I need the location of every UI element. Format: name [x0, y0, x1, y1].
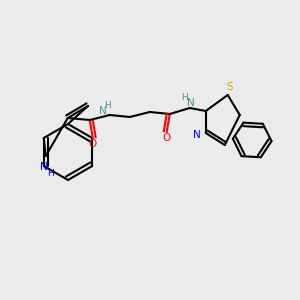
Text: S: S: [226, 82, 233, 92]
Text: O: O: [88, 139, 97, 149]
Text: H: H: [104, 100, 111, 109]
Text: N: N: [40, 162, 48, 172]
Text: H: H: [47, 169, 54, 178]
Text: N: N: [193, 130, 201, 140]
Text: N: N: [187, 98, 195, 108]
Text: N: N: [99, 106, 106, 116]
Text: O: O: [163, 133, 171, 143]
Text: H: H: [182, 92, 188, 101]
